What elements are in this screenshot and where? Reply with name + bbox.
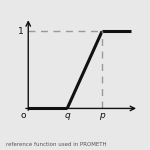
- Text: p: p: [99, 111, 105, 120]
- Text: reference function used in PROMETH: reference function used in PROMETH: [6, 142, 107, 147]
- Text: o: o: [20, 111, 26, 120]
- Text: 1: 1: [18, 27, 24, 36]
- Text: q: q: [64, 111, 70, 120]
